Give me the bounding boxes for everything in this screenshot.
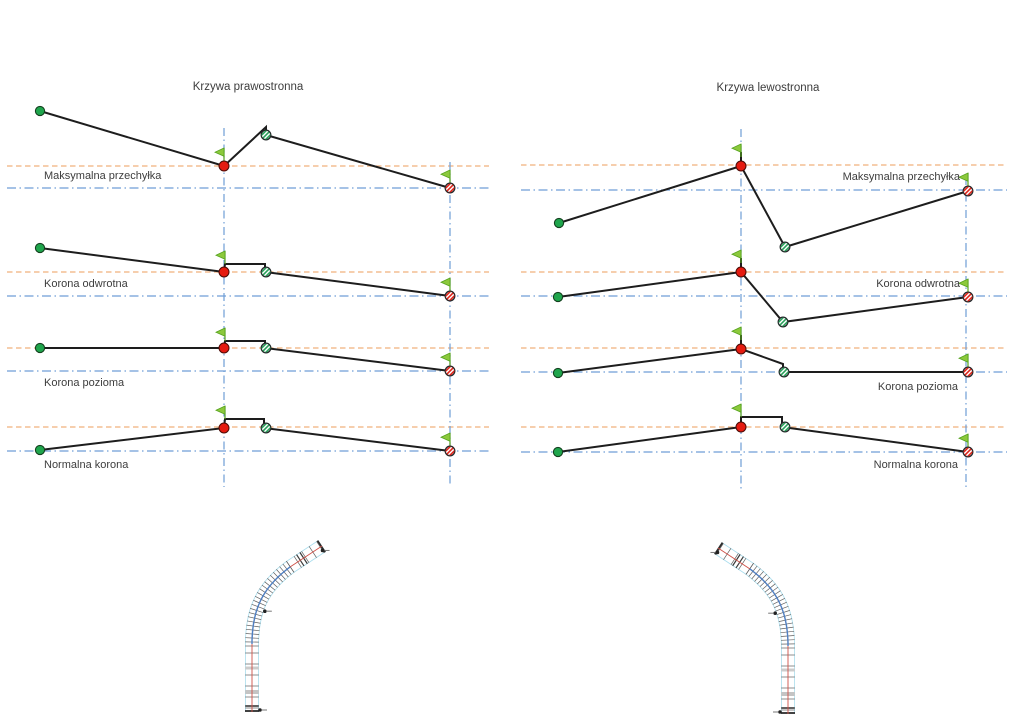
panel-title-right-curve: Krzywa prawostronna: [192, 81, 304, 93]
green-flag-icon: [214, 147, 225, 157]
station-label-marker: [263, 609, 267, 613]
station-label-marker: [778, 710, 782, 714]
corridor-band-fill: [714, 542, 795, 714]
superelevation-profile-line: [39, 418, 451, 452]
station-label-marker: [320, 548, 325, 553]
green-flag-icon: [215, 405, 226, 415]
label-maksymalna-przechylka-left: Maksymalna przechyłka: [44, 170, 162, 182]
red-station-marker: [218, 342, 230, 354]
green-flag-icon: [731, 326, 742, 336]
red-station-marker: [735, 343, 747, 355]
corridor-band-fill: [245, 540, 326, 712]
red-station-marker: [218, 160, 230, 172]
green-hatched-marker: [260, 266, 272, 278]
green-station-marker: [34, 342, 46, 354]
station-label-marker: [258, 708, 262, 712]
red-hatched-marker: [444, 182, 456, 194]
superelevation-profile-line: [40, 340, 451, 372]
green-hatched-marker: [779, 241, 791, 253]
red-station-marker: [218, 422, 230, 434]
red-hatched-marker: [444, 365, 456, 377]
superelevation-region-line: [251, 566, 291, 644]
green-station-marker: [552, 446, 564, 458]
green-flag-icon: [440, 352, 451, 362]
green-flag-icon: [215, 327, 226, 337]
station-label-marker: [773, 611, 777, 615]
green-hatched-marker: [779, 421, 791, 433]
green-station-marker: [34, 444, 46, 456]
label-korona-pozioma-left: Korona pozioma: [44, 377, 125, 389]
green-flag-icon: [731, 403, 742, 413]
superelevation-profile-line: [557, 335, 968, 374]
green-flag-icon: [731, 143, 742, 153]
label-korona-odwrotna-left: Korona odwrotna: [44, 278, 128, 290]
green-flag-icon: [958, 353, 969, 363]
superelevation-profile-line: [557, 416, 969, 453]
green-flag-icon: [440, 277, 451, 287]
green-hatched-marker: [777, 316, 789, 328]
red-station-marker: [735, 421, 747, 433]
red-station-marker: [735, 160, 747, 172]
green-hatched-marker: [260, 129, 272, 141]
green-flag-icon: [215, 250, 226, 260]
green-station-marker: [34, 105, 46, 117]
green-flag-icon: [440, 432, 451, 442]
red-hatched-marker: [962, 366, 974, 378]
green-hatched-marker: [778, 366, 790, 378]
red-hatched-marker: [444, 290, 456, 302]
green-flag-icon: [958, 172, 969, 182]
green-station-marker: [552, 367, 564, 379]
label-normalna-korona-left: Normalna korona: [44, 459, 129, 471]
label-korona-odwrotna-right: Korona odwrotna: [876, 278, 960, 290]
label-normalna-korona-right: Normalna korona: [873, 459, 958, 471]
red-station-marker: [735, 266, 747, 278]
green-hatched-marker: [260, 422, 272, 434]
green-station-marker: [552, 291, 564, 303]
green-flag-icon: [958, 433, 969, 443]
superelevation-profile-line: [39, 247, 451, 297]
green-station-marker: [34, 242, 46, 254]
label-maksymalna-przechylka-right: Maksymalna przechyłka: [842, 171, 960, 183]
red-station-marker: [218, 266, 230, 278]
label-korona-pozioma-right: Korona pozioma: [877, 381, 958, 393]
green-flag-icon: [731, 249, 742, 259]
station-label-marker: [715, 550, 720, 555]
superelevation-region-line: [749, 568, 789, 646]
green-hatched-marker: [260, 342, 272, 354]
superelevation-profile-line: [557, 258, 969, 324]
red-hatched-marker: [962, 291, 974, 303]
red-hatched-marker: [962, 185, 974, 197]
red-hatched-marker: [444, 445, 456, 457]
superelevation-profile-line: [558, 152, 969, 249]
green-station-marker: [553, 217, 565, 229]
green-flag-icon: [958, 278, 969, 288]
panel-title-left-curve: Krzywa lewostronna: [716, 82, 820, 94]
green-flag-icon: [440, 169, 451, 179]
superelevation-profile-line: [39, 110, 451, 189]
red-hatched-marker: [962, 446, 974, 458]
